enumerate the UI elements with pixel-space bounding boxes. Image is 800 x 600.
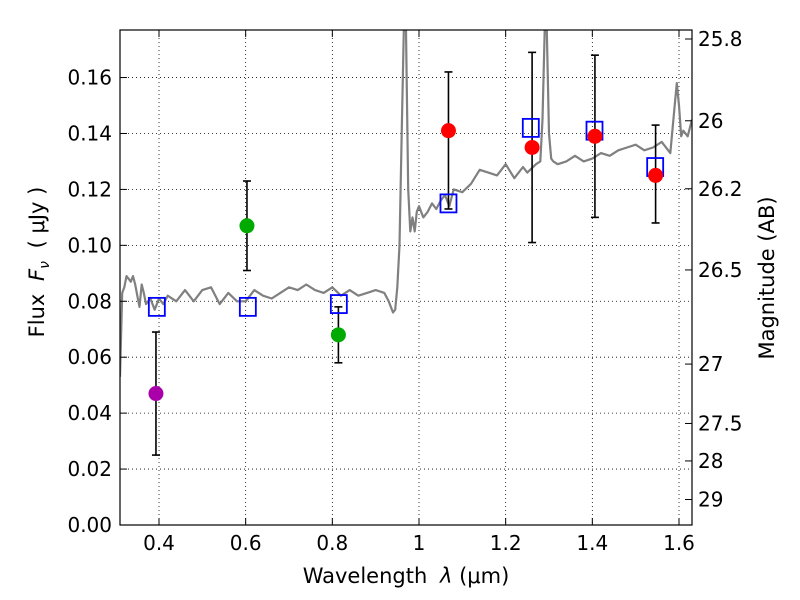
green-observation-point bbox=[330, 327, 346, 343]
x-tick-label: 0.6 bbox=[230, 531, 262, 555]
y-tick-label: 0.02 bbox=[67, 457, 112, 481]
y-tick-label: 0.16 bbox=[67, 66, 112, 90]
purple-observation-point bbox=[148, 386, 164, 402]
y2-tick-label: 28 bbox=[698, 449, 723, 473]
x-axis-label-symbol: λ bbox=[439, 564, 452, 588]
red-observation-point bbox=[524, 139, 540, 155]
green-observation-point bbox=[239, 218, 255, 234]
model-photometry-square bbox=[238, 296, 257, 317]
y-axis-label: Flux Fν ( μJy ) bbox=[25, 187, 54, 338]
y-axis-label-symbol: F bbox=[25, 268, 49, 281]
y-tick-label: 0.12 bbox=[67, 177, 112, 201]
y-tick-label: 0.10 bbox=[67, 233, 112, 257]
y2-tick-label: 26 bbox=[698, 109, 723, 133]
y-tick-label: 0.00 bbox=[67, 513, 112, 537]
model-photometry-square bbox=[147, 296, 166, 317]
y-tick-label: 0.04 bbox=[67, 401, 112, 425]
plot-data bbox=[120, 30, 692, 456]
y-axis-label-unit: ( μJy ) bbox=[25, 187, 49, 249]
x-axis-label-prefix: Wavelength bbox=[303, 564, 428, 588]
y2-tick-label: 27.5 bbox=[698, 411, 743, 435]
y2-tick-label: 27 bbox=[698, 352, 723, 376]
y2-axis-label: Magnitude (AB) bbox=[755, 196, 779, 359]
x-axis-label: Wavelength λ (μm) bbox=[303, 564, 510, 588]
x-tick-label: 0.4 bbox=[143, 531, 175, 555]
model-photometry-square bbox=[439, 193, 458, 214]
y2-tick-label: 26.2 bbox=[698, 177, 743, 201]
x-tick-label: 0.8 bbox=[316, 531, 348, 555]
x-tick-label: 1 bbox=[413, 531, 426, 555]
red-observation-point bbox=[587, 128, 603, 144]
x-tick-label: 1.4 bbox=[576, 531, 608, 555]
model-photometry-square bbox=[329, 294, 348, 314]
red-observation-point bbox=[440, 123, 456, 139]
y2-tick-label: 25.8 bbox=[698, 27, 743, 51]
spectrum-line bbox=[120, 30, 692, 377]
x-tick-label: 1.6 bbox=[663, 531, 695, 555]
y2-tick-label: 26.5 bbox=[698, 258, 743, 282]
y-tick-label: 0.08 bbox=[67, 289, 112, 313]
axis-ticks: 0.4 0.6 0.8 1 1.2 1.4 1.6 0.00 0.02 0.04 0.06 0.08 0… bbox=[67, 27, 742, 555]
y-tick-label: 0.06 bbox=[67, 345, 112, 369]
x-tick-label: 1.2 bbox=[490, 531, 522, 555]
y-tick-label: 0.14 bbox=[67, 121, 112, 145]
y-axis-label-prefix: Flux bbox=[25, 294, 49, 338]
red-observation-point bbox=[648, 167, 664, 183]
y-axis-label-subscript: ν bbox=[37, 261, 53, 269]
model-photometry-square bbox=[521, 117, 540, 138]
y2-tick-label: 29 bbox=[698, 487, 723, 511]
plot-area-frame bbox=[119, 29, 693, 526]
x-axis-label-unit: (μm) bbox=[459, 564, 509, 588]
